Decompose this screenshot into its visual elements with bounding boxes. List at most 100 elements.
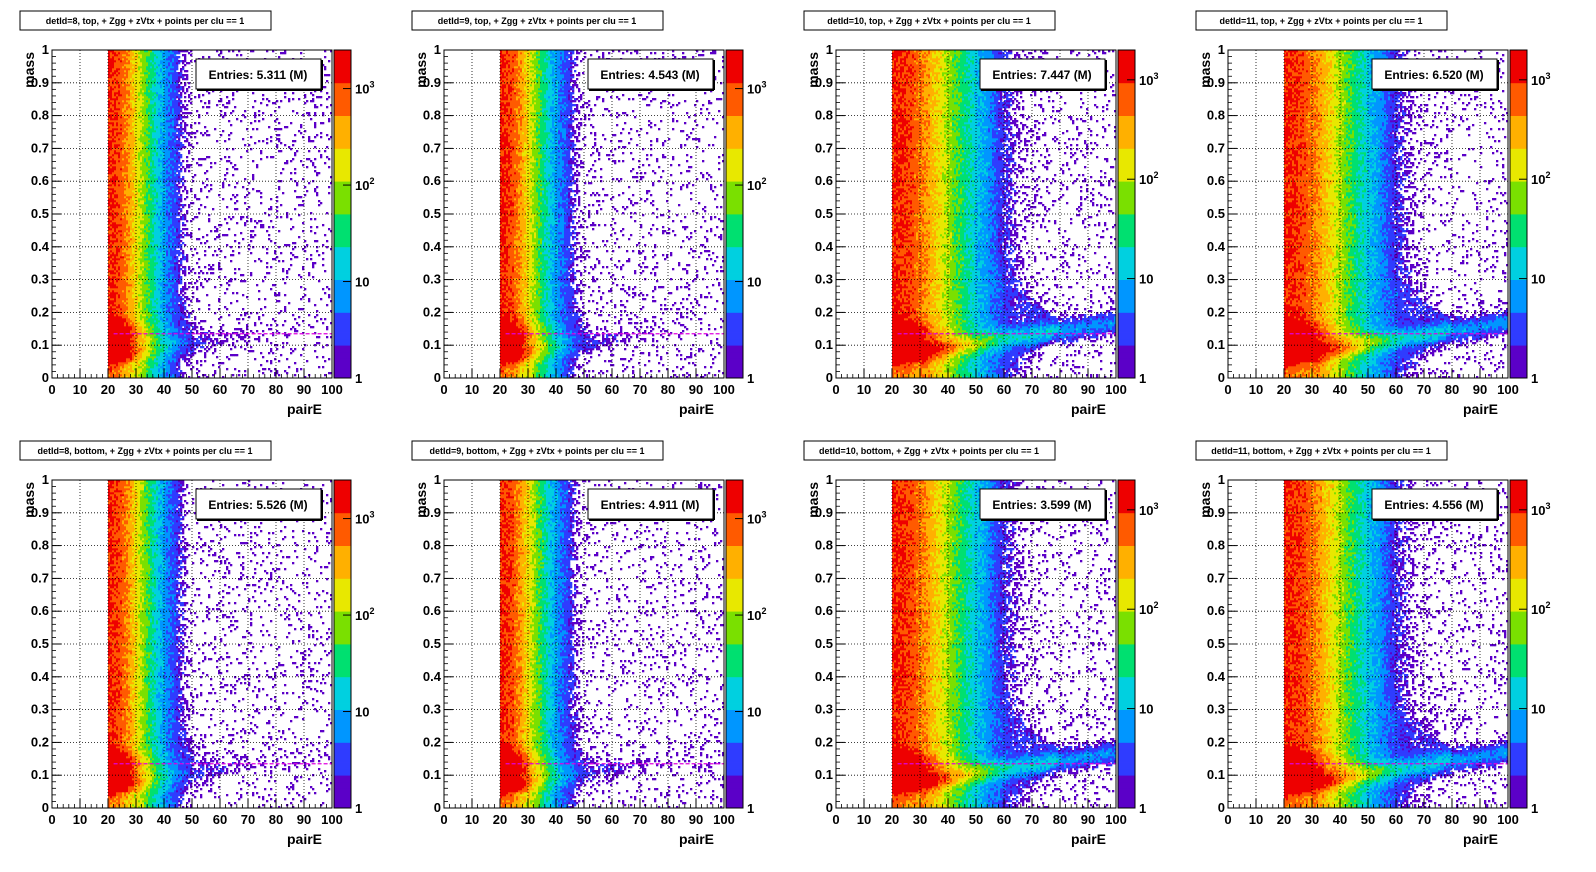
heatmap-cell	[108, 300, 110, 302]
heatmap-cell	[168, 360, 170, 362]
heatmap-cell	[148, 164, 150, 166]
heatmap-cell	[138, 364, 140, 366]
heatmap-cell	[144, 192, 146, 194]
heatmap-cell	[122, 240, 124, 242]
heatmap-cell	[142, 60, 144, 62]
heatmap-cell	[130, 68, 132, 70]
heatmap-cell	[122, 74, 124, 76]
heatmap-cell	[110, 252, 112, 254]
heatmap-cell	[110, 370, 112, 372]
heatmap-cell	[160, 96, 162, 98]
heatmap-cell	[164, 66, 166, 68]
heatmap-cell	[156, 60, 158, 62]
heatmap-cell	[112, 74, 114, 76]
heatmap-cell	[158, 140, 160, 142]
heatmap-cell	[160, 232, 162, 234]
heatmap-cell	[130, 234, 132, 236]
heatmap-cell	[168, 258, 170, 260]
heatmap-cell	[150, 66, 152, 68]
heatmap-cell	[140, 184, 142, 186]
heatmap-cell	[146, 216, 148, 218]
heatmap-cell	[150, 328, 152, 330]
heatmap-cell	[110, 268, 112, 270]
heatmap-cell	[140, 356, 142, 358]
heatmap-cell	[140, 84, 142, 86]
heatmap-cell	[110, 324, 112, 326]
heatmap-cell	[128, 324, 130, 326]
heatmap-cell	[152, 176, 154, 178]
heatmap-cell	[128, 282, 130, 284]
heatmap-cell	[126, 268, 128, 270]
heatmap-cell	[124, 224, 126, 226]
heatmap-cell	[124, 194, 126, 196]
heatmap-cell	[154, 126, 156, 128]
heatmap-cell	[122, 222, 124, 224]
heatmap-cell	[150, 208, 152, 210]
heatmap-cell	[118, 360, 120, 362]
heatmap-cell	[110, 104, 112, 106]
heatmap-cell	[118, 280, 120, 282]
heatmap-cell	[130, 126, 132, 128]
heatmap-cell	[154, 238, 156, 240]
heatmap-cell	[116, 296, 118, 298]
heatmap-cell	[140, 56, 142, 58]
heatmap-cell	[124, 364, 126, 366]
heatmap-cell	[110, 216, 112, 218]
heatmap-cell	[142, 328, 144, 330]
heatmap-cell	[116, 178, 118, 180]
heatmap-cell	[110, 68, 112, 70]
heatmap-cell	[166, 122, 168, 124]
heatmap-cell	[130, 186, 132, 188]
heatmap-cell	[122, 116, 124, 118]
heatmap-cell	[128, 374, 130, 376]
heatmap-cell	[114, 154, 116, 156]
heatmap-cell	[150, 228, 152, 230]
heatmap-cell	[140, 60, 142, 62]
heatmap-cell	[130, 318, 132, 320]
heatmap-cell	[124, 170, 126, 172]
heatmap-cell	[160, 324, 162, 326]
heatmap-cell	[156, 310, 158, 312]
heatmap-cell	[142, 254, 144, 256]
heatmap-cell	[110, 364, 112, 366]
heatmap-cell	[140, 208, 142, 210]
heatmap-cell	[168, 300, 170, 302]
heatmap-cell	[118, 258, 120, 260]
heatmap-cell	[160, 290, 162, 292]
heatmap-cell	[158, 128, 160, 130]
heatmap-cell	[146, 264, 148, 266]
heatmap-cell	[110, 118, 112, 120]
heatmap-cell	[164, 210, 166, 212]
heatmap-cell	[160, 190, 162, 192]
heatmap-cell	[168, 276, 170, 278]
heatmap-cell	[128, 122, 130, 124]
heatmap-cell	[144, 274, 146, 276]
heatmap-cell	[112, 330, 114, 332]
heatmap-cell	[140, 352, 142, 354]
heatmap-cell	[156, 208, 158, 210]
heatmap-cell	[122, 246, 124, 248]
heatmap-cell	[140, 294, 142, 296]
heatmap-cell	[130, 52, 132, 54]
heatmap-cell	[132, 222, 134, 224]
heatmap-cell	[120, 90, 122, 92]
heatmap-cell	[146, 92, 148, 94]
heatmap-cell	[112, 72, 114, 74]
heatmap-cell	[124, 306, 126, 308]
heatmap-cell	[128, 112, 130, 114]
heatmap-cell	[150, 194, 152, 196]
heatmap-cell	[120, 254, 122, 256]
heatmap-cell	[148, 130, 150, 132]
heatmap-cell	[140, 90, 142, 92]
heatmap-cell	[160, 266, 162, 268]
heatmap-cell	[114, 372, 116, 374]
heatmap-cell	[142, 102, 144, 104]
heatmap-cell	[150, 206, 152, 208]
heatmap-cell	[122, 84, 124, 86]
heatmap-cell	[124, 238, 126, 240]
heatmap-cell	[124, 338, 126, 340]
heatmap-cell	[126, 136, 128, 138]
heatmap-cell	[166, 272, 168, 274]
heatmap-cell	[156, 52, 158, 54]
heatmap-cell	[150, 56, 152, 58]
